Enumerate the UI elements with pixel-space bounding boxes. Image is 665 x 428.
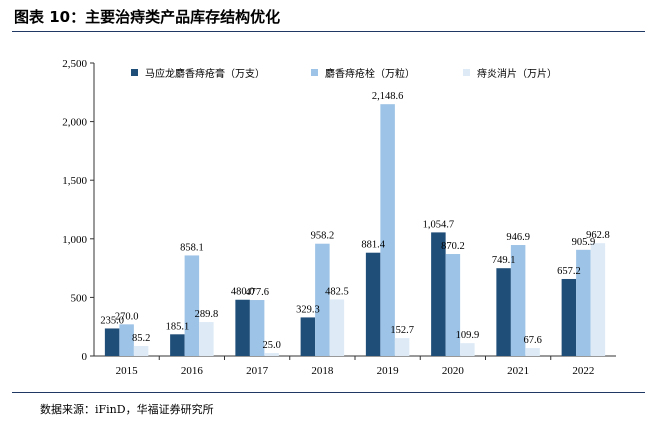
bar (590, 243, 606, 356)
bar-value-label: 25.0 (262, 340, 280, 351)
bar-value-label: 289.8 (195, 309, 219, 320)
y-tick-label: 1,500 (62, 175, 87, 187)
y-axis: 0 500 1,000 1,500 2,000 2,500 (62, 58, 95, 363)
bar (380, 104, 395, 356)
bar-value-label: 1,054.7 (423, 219, 455, 230)
bar (576, 249, 591, 356)
bar-value-label: 749.1 (492, 255, 516, 266)
source-divider (12, 392, 645, 393)
y-tick-label: 1,000 (62, 234, 87, 246)
bar (561, 278, 577, 356)
bar-value-label: 946.9 (506, 232, 530, 243)
bar-value-label: 152.7 (390, 325, 414, 336)
legend-swatch (311, 69, 318, 76)
bar (264, 353, 279, 356)
bar-value-label: 109.9 (456, 330, 480, 341)
bar-value-label: 657.2 (557, 266, 581, 277)
y-tick-label: 2,500 (62, 58, 87, 70)
bar (249, 300, 265, 356)
figure-title: 图表 10：主要治痔类产品库存结构优化 (14, 8, 281, 26)
x-tick-label: 2021 (507, 365, 529, 377)
bar-value-label: 270.0 (115, 311, 139, 322)
bar (365, 252, 381, 356)
bar-value-label: 881.4 (361, 240, 385, 251)
bar-value-label: 958.2 (311, 231, 335, 242)
bar (394, 338, 410, 356)
bar-value-label: 480.0 (231, 287, 255, 298)
bar (445, 254, 461, 356)
bar (315, 243, 330, 356)
legend-label: 痔炎消片（万片） (477, 67, 557, 80)
x-tick-label: 2020 (442, 365, 465, 377)
legend: 马应龙麝香痔疮膏（万支） 麝香痔疮栓（万粒） 痔炎消片（万片） (131, 67, 557, 80)
legend-label: 麝香痔疮栓（万粒） (325, 67, 415, 80)
bars (104, 104, 606, 356)
bar (199, 322, 214, 356)
x-axis: 2015 2016 2017 2018 2019 2020 2021 2022 (94, 355, 616, 377)
bar (300, 317, 316, 356)
bar (184, 255, 200, 356)
x-tick-label: 2022 (572, 365, 594, 377)
legend-swatch (463, 69, 470, 76)
bar-value-label: 858.1 (180, 242, 204, 253)
bar (496, 268, 511, 356)
bar-value-label: 329.3 (296, 304, 320, 315)
bar (525, 348, 540, 356)
legend-swatch (131, 69, 138, 76)
bar-value-label: 870.2 (441, 241, 465, 252)
y-tick-label: 500 (71, 292, 88, 304)
legend-label: 马应龙麝香痔疮膏（万支） (145, 67, 265, 80)
figure-source: 数据来源：iFinD，华福证券研究所 (40, 403, 214, 416)
bar-value-label: 2,148.6 (372, 91, 404, 102)
x-tick-label: 2017 (246, 365, 269, 377)
x-tick-label: 2016 (181, 365, 204, 377)
bar (460, 343, 475, 356)
x-tick-label: 2018 (311, 365, 334, 377)
bar (510, 245, 526, 356)
x-tick-label: 2019 (377, 365, 400, 377)
bar (329, 299, 345, 356)
bar (104, 328, 120, 356)
bar-value-label: 235.0 (100, 315, 124, 326)
x-tick-label: 2015 (116, 365, 139, 377)
bar-value-label: 67.6 (523, 335, 541, 346)
title-divider (12, 31, 645, 32)
bar (235, 299, 250, 356)
bar-value-label: 185.1 (166, 321, 190, 332)
bar (431, 232, 446, 356)
y-tick-label: 2,000 (62, 117, 87, 129)
bar (170, 334, 185, 356)
y-tick-label: 0 (82, 351, 88, 363)
bar-value-label: 962.8 (586, 230, 610, 241)
bar-value-label: 85.2 (132, 333, 150, 344)
bar (133, 346, 149, 356)
bar-value-label: 482.5 (325, 286, 349, 297)
bar (119, 324, 134, 356)
bar-value-label: 905.9 (572, 237, 596, 248)
bar-value-label: 477.6 (245, 287, 269, 298)
